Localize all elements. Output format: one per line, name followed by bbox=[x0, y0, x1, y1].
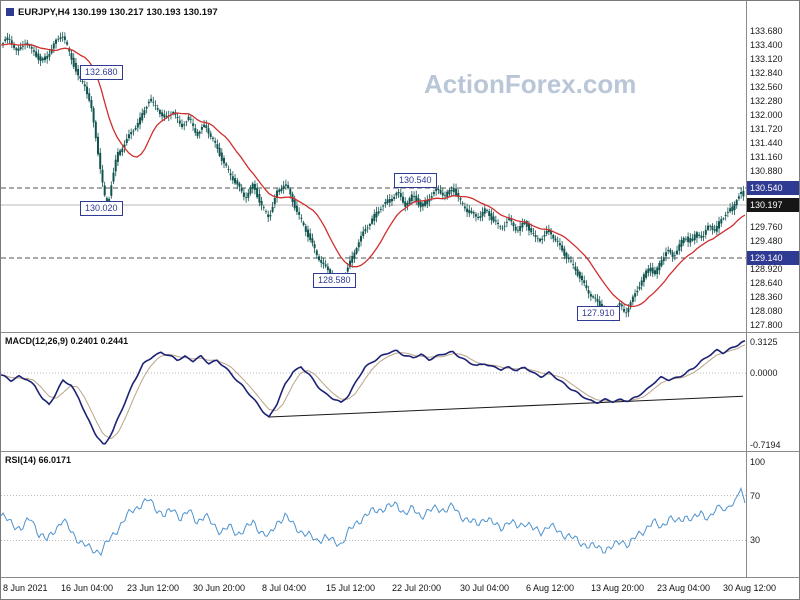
panel-divider bbox=[1, 577, 799, 578]
rsi-canvas bbox=[1, 487, 746, 557]
price-axis-label: 132.560 bbox=[750, 82, 783, 92]
macd-panel: MACD(12,26,9) 0.2401 0.2441 bbox=[1, 333, 746, 451]
macd-axis-label: 0.0000 bbox=[750, 368, 778, 378]
macd-axis-label: 0.3125 bbox=[750, 336, 778, 347]
price-axis-label: 133.400 bbox=[750, 40, 783, 50]
price-annotation: 130.020 bbox=[80, 201, 123, 216]
macd-label: MACD(12,26,9) 0.2401 0.2441 bbox=[5, 336, 129, 346]
candlestick-canvas bbox=[1, 31, 746, 322]
price-annotation: 128.580 bbox=[313, 273, 356, 288]
macd-axis-label: -0.7194 bbox=[750, 439, 781, 450]
price-axis-label: 128.360 bbox=[750, 292, 783, 302]
time-label: 30 Jun 20:00 bbox=[193, 583, 246, 593]
panel-divider bbox=[1, 332, 799, 333]
time-label: 30 Jul 04:00 bbox=[460, 583, 510, 593]
time-label: 13 Aug 20:00 bbox=[591, 583, 645, 593]
time-label: 8 Jul 04:00 bbox=[262, 583, 307, 593]
time-label: 22 Jul 20:00 bbox=[392, 583, 442, 593]
time-label: 30 Aug 12:00 bbox=[723, 583, 777, 593]
axis-divider bbox=[746, 1, 747, 578]
price-annotation: 130.540 bbox=[394, 173, 437, 188]
price-axis-label: 132.000 bbox=[750, 110, 783, 120]
price-annotation: 132.680 bbox=[80, 65, 123, 80]
level-price-box: 130.540 bbox=[747, 181, 799, 195]
price-annotation: 127.910 bbox=[577, 306, 620, 321]
price-axis-label: 133.680 bbox=[750, 26, 783, 36]
price-axis: 133.680 133.400 133.120 132.840 132.560 132.2… bbox=[747, 1, 799, 578]
rsi-axis-label: 30 bbox=[750, 535, 761, 546]
price-axis-label: 128.920 bbox=[750, 264, 783, 274]
time-label: 23 Jun 12:00 bbox=[127, 583, 180, 593]
price-axis-label: 132.840 bbox=[750, 68, 783, 78]
price-axis-label: 131.440 bbox=[750, 138, 783, 148]
time-label: 16 Jun 04:00 bbox=[61, 583, 114, 593]
rsi-axis-label: 70 bbox=[750, 490, 761, 501]
chart-title: EURJPY,H4 130.199 130.217 130.193 130.19… bbox=[18, 7, 218, 18]
time-label: 15 Jul 12:00 bbox=[326, 583, 376, 593]
price-axis-label: 131.720 bbox=[750, 124, 783, 134]
panel-divider bbox=[1, 451, 799, 452]
rsi-panel: RSI(14) 66.0171 bbox=[1, 452, 746, 577]
current-price-box: 130.197 bbox=[747, 198, 799, 213]
price-axis-label: 128.640 bbox=[750, 278, 783, 288]
price-axis-label: 131.160 bbox=[750, 152, 783, 162]
time-label: 23 Aug 04:00 bbox=[657, 583, 711, 593]
price-axis-label: 128.080 bbox=[750, 306, 783, 316]
price-axis-label: 129.480 bbox=[750, 236, 783, 246]
watermark: ActionForex.com bbox=[424, 69, 637, 99]
chart-icon bbox=[6, 8, 14, 16]
price-chart-panel: ActionForex.com EURJPY,H4 130.199 130.21… bbox=[1, 1, 746, 332]
time-label: 8 Jun 2021 bbox=[3, 583, 48, 593]
time-label: 6 Aug 12:00 bbox=[526, 583, 575, 593]
price-axis-label: 127.800 bbox=[750, 320, 783, 330]
macd-canvas bbox=[1, 340, 746, 445]
rsi-axis-label: 100 bbox=[750, 457, 766, 467]
time-axis: 8 Jun 2021 16 Jun 04:00 23 Jun 12:00 30 Jun… bbox=[1, 578, 799, 599]
level-price-box: 129.140 bbox=[747, 251, 799, 265]
price-axis-label: 129.760 bbox=[750, 222, 783, 232]
price-axis-label: 133.120 bbox=[750, 54, 783, 64]
price-axis-label: 132.280 bbox=[750, 96, 783, 106]
price-axis-label: 130.880 bbox=[750, 166, 783, 176]
rsi-label: RSI(14) 66.0171 bbox=[5, 455, 72, 465]
